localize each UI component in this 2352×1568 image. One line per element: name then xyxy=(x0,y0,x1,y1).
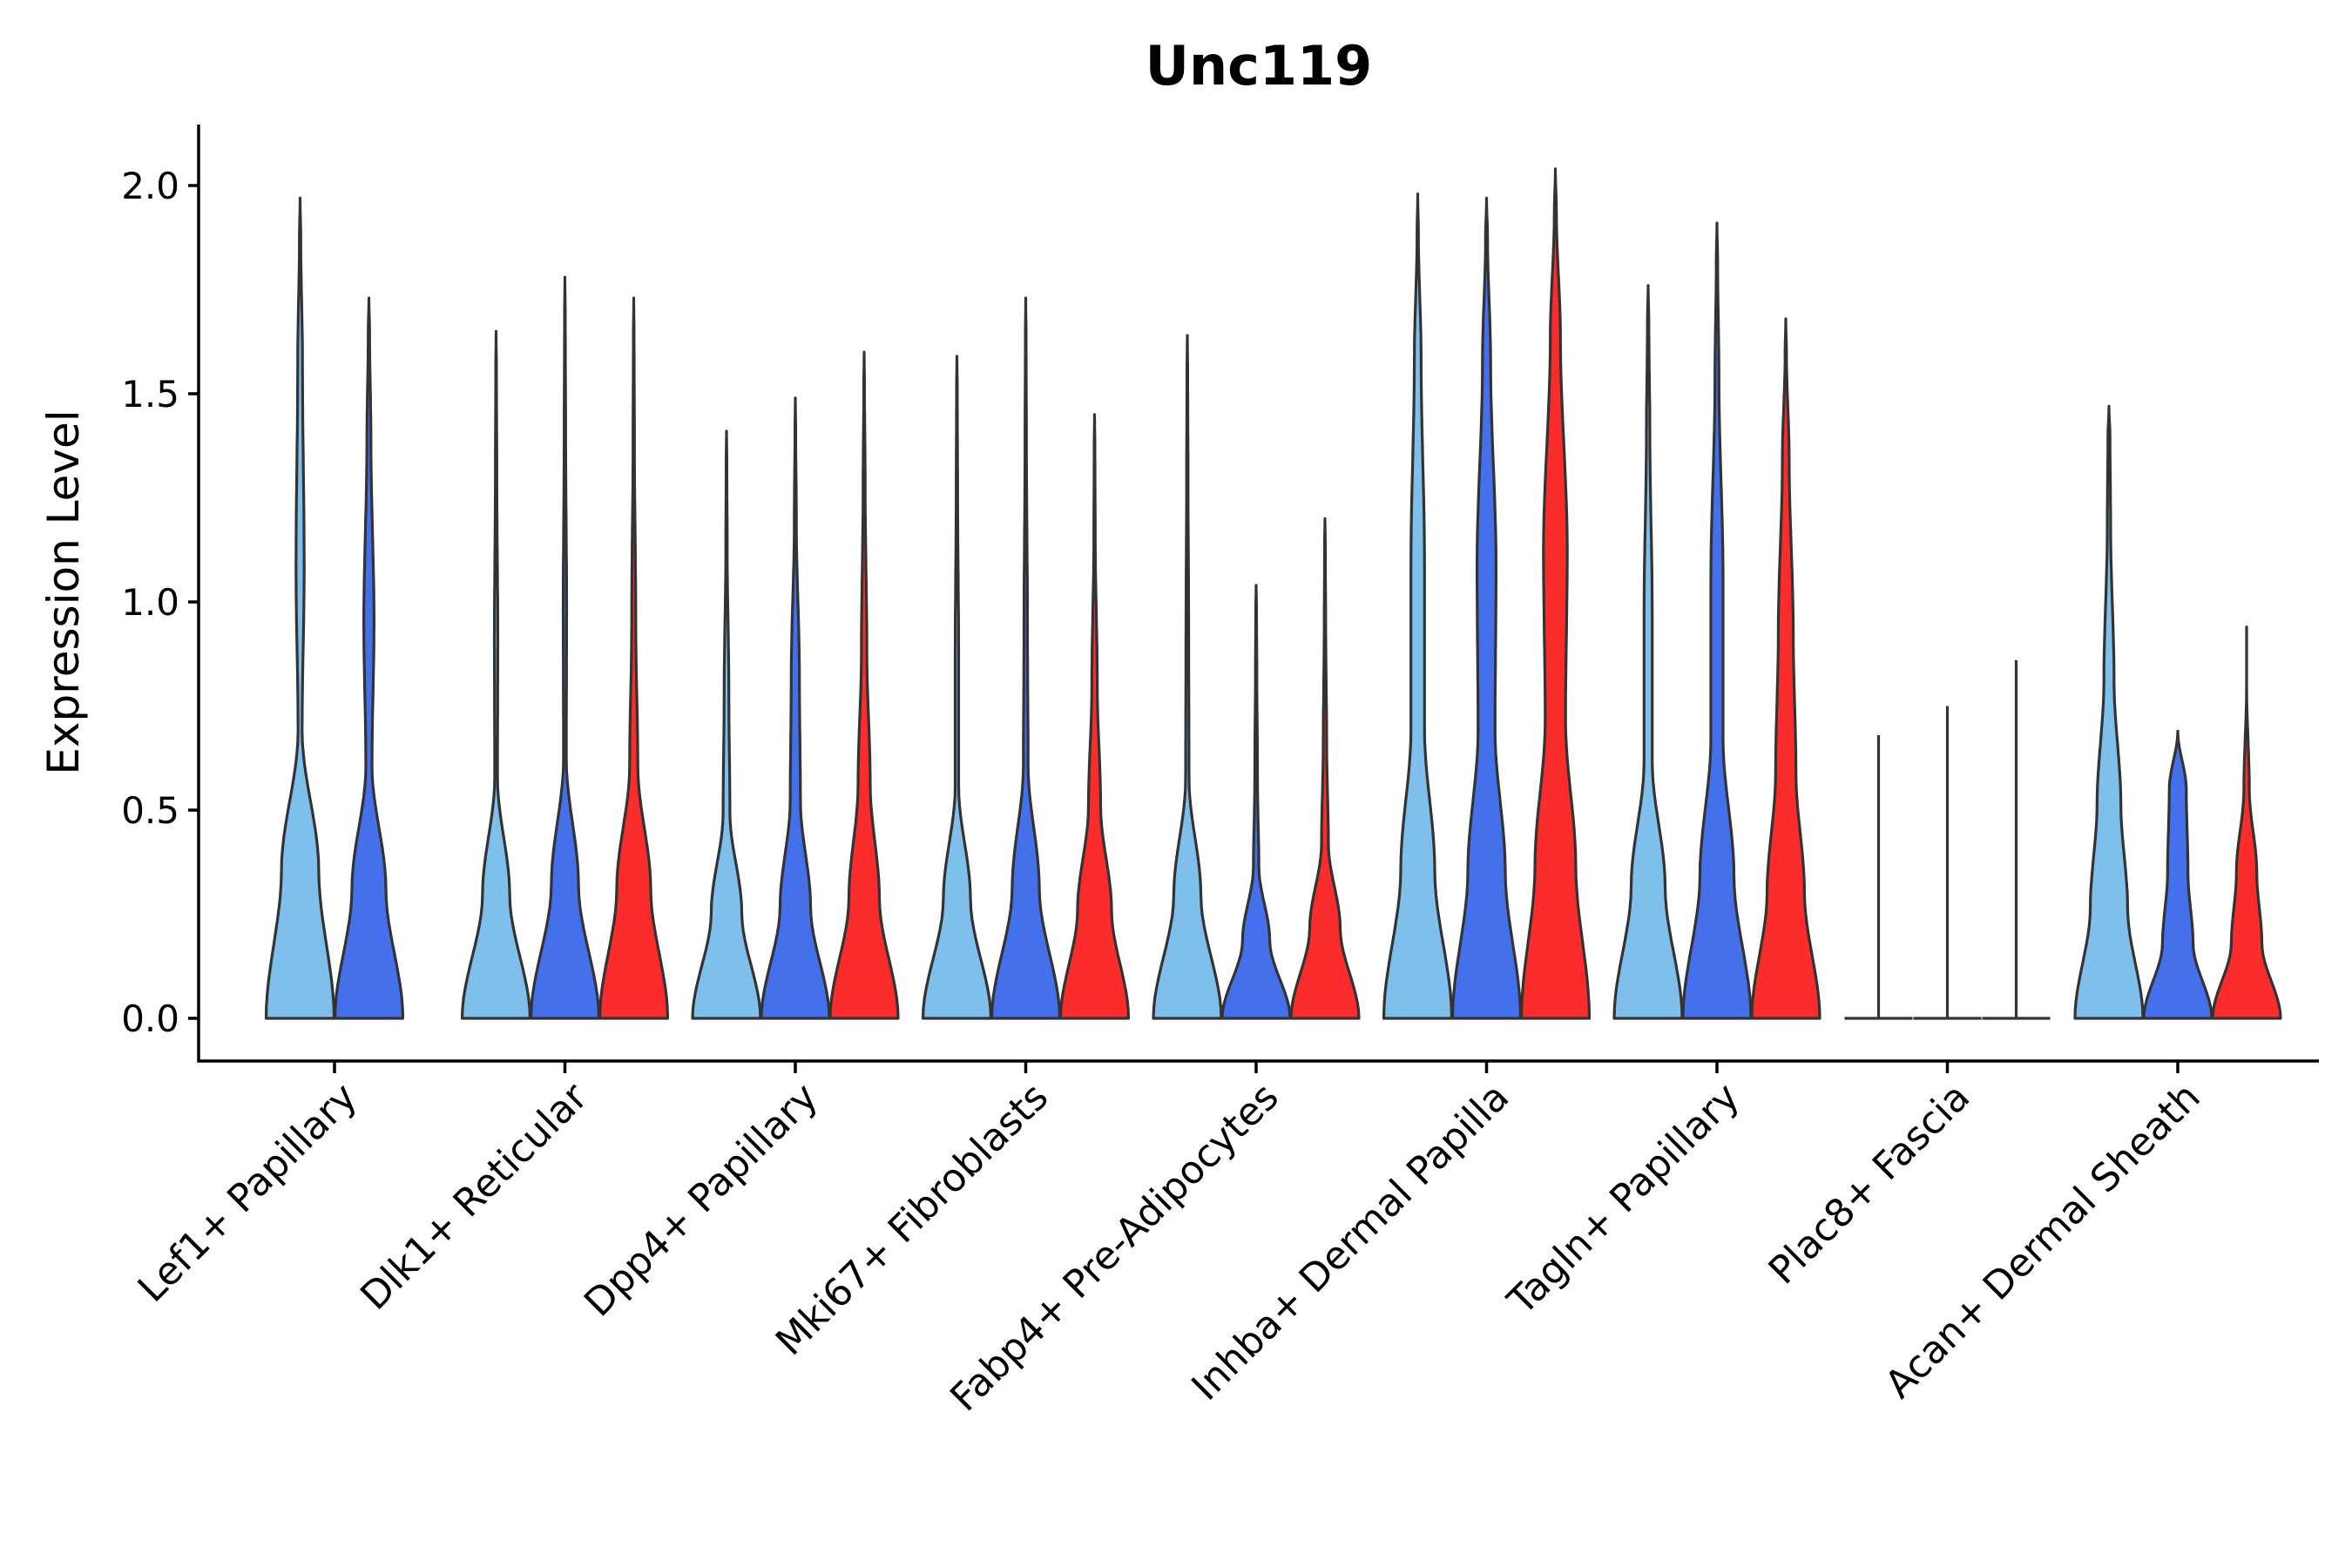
y-axis-label: Expression Level xyxy=(38,409,89,774)
violin xyxy=(1289,517,1361,1020)
axes-frame xyxy=(197,125,2319,1063)
x-tick-label: Dlk1+ Reticular xyxy=(352,1074,597,1319)
violin xyxy=(691,429,762,1020)
violin xyxy=(921,355,993,1020)
violin xyxy=(1450,196,1523,1020)
violin xyxy=(2142,729,2213,1020)
violin xyxy=(828,350,900,1020)
x-tick-label: Dpp4+ Papillary xyxy=(576,1075,827,1326)
violin xyxy=(529,275,601,1020)
violin xyxy=(598,296,670,1020)
y-tick-label: 0.0 xyxy=(121,997,179,1040)
y-tick-label: 1.5 xyxy=(121,373,179,416)
violin xyxy=(760,396,831,1020)
violins xyxy=(264,167,2282,1020)
violin xyxy=(460,329,532,1020)
violin xyxy=(1058,413,1131,1020)
violin xyxy=(990,296,1062,1020)
violin xyxy=(2211,625,2282,1020)
chart-title: Unc119 xyxy=(1146,34,1373,98)
violin xyxy=(1519,167,1592,1020)
violin xyxy=(264,196,336,1020)
x-tick-label: Tagln+ Papillary xyxy=(1499,1075,1748,1324)
y-tick-label: 1.0 xyxy=(121,581,179,624)
x-tick-label: Plac8+ Fascia xyxy=(1761,1075,1979,1294)
violin xyxy=(1681,221,1753,1020)
violin xyxy=(333,296,405,1020)
violin xyxy=(1220,584,1292,1020)
violin xyxy=(2073,404,2145,1020)
violin xyxy=(1382,193,1454,1020)
violin xyxy=(1612,284,1684,1020)
violin xyxy=(1152,334,1223,1020)
y-axis-ticks: 0.0 0.5 1.0 1.5 2.0 xyxy=(121,165,199,1040)
y-tick-label: 0.5 xyxy=(121,789,179,832)
violin xyxy=(1750,317,1821,1020)
y-tick-label: 2.0 xyxy=(121,165,179,207)
x-tick-label: Lef1+ Papillary xyxy=(130,1075,366,1311)
